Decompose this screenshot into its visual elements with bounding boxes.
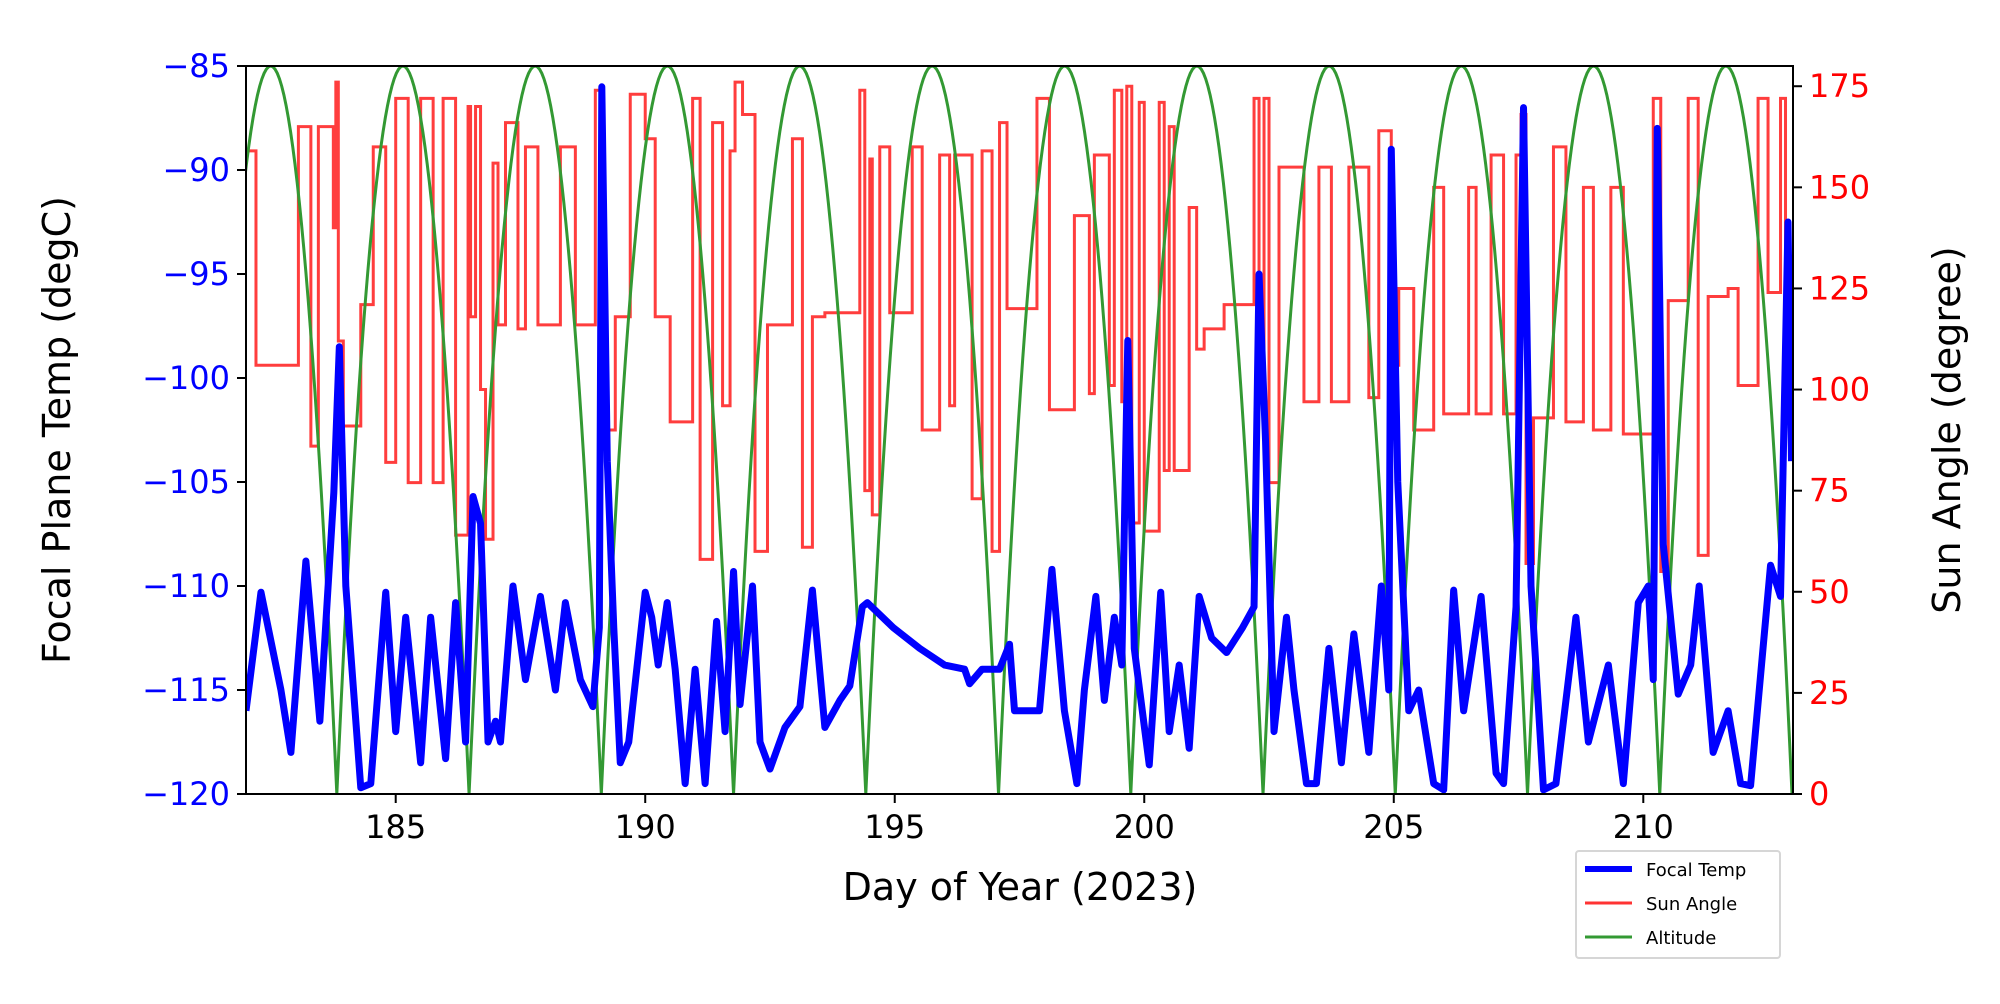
legend-label-focal-temp: Focal Temp	[1646, 860, 1746, 881]
y-tick-label-right: 25	[1809, 674, 1850, 712]
y-tick-label-right: 0	[1809, 775, 1829, 813]
x-tick-label: 205	[1363, 808, 1424, 846]
legend: Focal Temp Sun Angle Altitude	[1575, 850, 1781, 959]
legend-label-altitude: Altitude	[1646, 928, 1716, 949]
series-sun-angle-line	[246, 80, 1793, 574]
y-tick-label-right: 175	[1809, 67, 1870, 105]
y-tick-label-right: 150	[1809, 168, 1870, 206]
x-tick-label: 200	[1114, 808, 1175, 846]
y-tick-label-left: −100	[142, 359, 230, 397]
x-tick-label: 210	[1613, 808, 1674, 846]
y-tick-label-left: −90	[162, 151, 230, 189]
y-tick-label-right: 125	[1809, 269, 1870, 307]
series-focal-temp-line	[246, 83, 1793, 794]
y-axis-label-left: Focal Plane Temp (degC)	[35, 196, 79, 664]
y-tick-label-left: −95	[162, 255, 230, 293]
y-tick-label-right: 75	[1809, 472, 1850, 510]
y-tick-label-left: −110	[142, 567, 230, 605]
axes: 185 190 195 200 205 210 −120 −115 −110 −105 −100 −9…	[142, 47, 1870, 846]
plot-area	[246, 66, 1793, 794]
series-group	[246, 66, 1793, 794]
x-tick-label: 195	[864, 808, 925, 846]
x-tick-label: 190	[615, 808, 676, 846]
legend-frame	[1575, 850, 1781, 959]
y-tick-label-right: 50	[1809, 573, 1850, 611]
plot-frame	[245, 65, 1794, 795]
y-tick-label-right: 100	[1809, 371, 1870, 409]
x-axis-label: Day of Year (2023)	[843, 865, 1198, 909]
y-tick-label-left: −85	[162, 47, 230, 85]
y-tick-label-left: −115	[142, 671, 230, 709]
y-axis-label-right: Sun Angle (degree)	[1925, 246, 1969, 613]
legend-label-sun-angle: Sun Angle	[1646, 894, 1737, 915]
y-tick-label-left: −120	[142, 775, 230, 813]
y-tick-label-left: −105	[142, 463, 230, 501]
x-tick-label: 185	[365, 808, 426, 846]
